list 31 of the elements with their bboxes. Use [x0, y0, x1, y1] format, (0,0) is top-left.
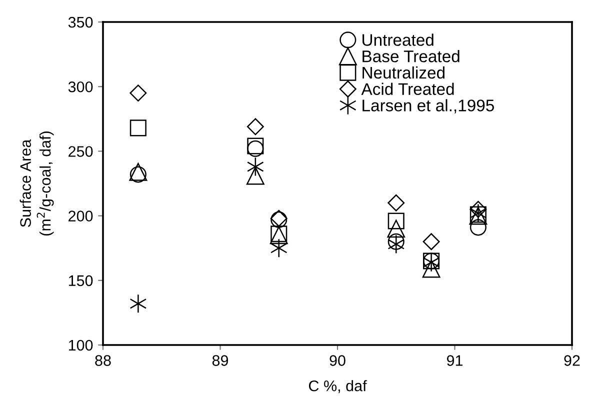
y-tick-label: 200 [68, 210, 93, 222]
x-tick-label: 92 [564, 355, 580, 366]
point [130, 166, 146, 183]
y-tick-label: 100 [68, 340, 93, 351]
point [470, 200, 487, 218]
point [129, 162, 148, 181]
point [387, 220, 406, 238]
point [422, 233, 440, 250]
y-tick-label: 350 [68, 16, 93, 28]
point [388, 194, 405, 212]
y-tick-label: 250 [68, 146, 93, 157]
point [246, 118, 264, 136]
y-tick-label: 300 [68, 81, 93, 92]
point [422, 260, 440, 278]
legend-label: Neutralized [362, 66, 444, 79]
point [130, 120, 146, 136]
point [130, 84, 147, 102]
point [246, 166, 264, 185]
point [388, 212, 404, 230]
x-tick-label: 88 [95, 355, 111, 366]
x-tick-label: 89 [212, 355, 228, 366]
x-tick-label: 90 [330, 355, 346, 366]
x-tick-label: 91 [446, 355, 462, 366]
x-axis-title: C %, daf [308, 380, 367, 394]
point [470, 219, 486, 236]
legend-label: Untreated [362, 34, 434, 46]
point [388, 233, 404, 250]
legend-label: Acid Treated [361, 82, 454, 96]
y-axis-title: Surface Area (m$^{2}$/g-coal, daf) [20, 132, 54, 236]
y-tick-label: 150 [68, 275, 93, 286]
legend-label: Base Treated [362, 50, 460, 62]
